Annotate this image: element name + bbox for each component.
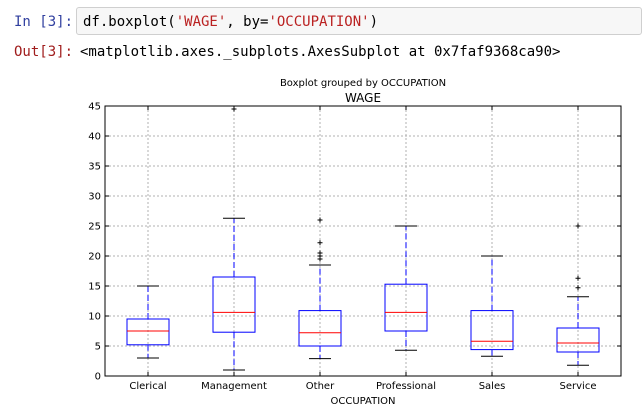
flier-service	[575, 275, 581, 281]
code-separator: , by=	[226, 14, 269, 30]
box-group	[126, 106, 600, 371]
y-tick-label: 30	[88, 192, 101, 203]
box-sales	[470, 310, 514, 351]
flier-other	[317, 240, 323, 246]
y-tick-label: 10	[88, 312, 101, 323]
x-tick-label-professional: Professional	[376, 381, 436, 392]
box-management	[212, 276, 256, 333]
y-axis-ticks: 0 5 10 15 20 25 30 35 40 45	[88, 102, 621, 383]
grid-lines	[105, 105, 621, 377]
y-tick-label: 5	[95, 342, 101, 353]
code-line: df.boxplot('WAGE', by='OCCUPATION')	[83, 12, 378, 32]
box-professional	[384, 283, 428, 332]
y-tick-label: 35	[88, 162, 101, 173]
input-prompt: In [3]:	[14, 14, 74, 30]
y-tick-label: 40	[88, 132, 101, 143]
code-suffix: )	[369, 14, 379, 30]
y-tick-label: 0	[95, 372, 101, 383]
flier-other	[317, 217, 323, 223]
chart-suptitle: Boxplot grouped by OCCUPATION	[280, 78, 446, 89]
code-arg-occupation: 'OCCUPATION'	[268, 14, 370, 30]
y-tick-label: 25	[88, 222, 101, 233]
code-arg-wage: 'WAGE'	[175, 14, 227, 30]
output-prompt: Out[3]:	[14, 44, 74, 60]
flier-service	[575, 223, 581, 229]
x-tick-label-sales: Sales	[479, 381, 506, 392]
x-tick-label-management: Management	[201, 381, 267, 392]
x-tick-label-clerical: Clerical	[129, 381, 166, 392]
box-clerical	[126, 318, 170, 346]
x-axis-ticks: Clerical Management Other Professional Sales…	[129, 106, 596, 392]
flier-service	[575, 285, 581, 291]
box-other	[298, 310, 342, 347]
boxplot-chart: Boxplot grouped by OCCUPATION WAGE 0 5 10 1…	[88, 78, 622, 407]
code-prefix: df.boxplot(	[83, 14, 176, 30]
box-service	[556, 327, 600, 353]
output-repr: <matplotlib.axes._subplots.AxesSubplot a…	[80, 44, 561, 60]
plot-frame	[104, 105, 622, 377]
x-tick-label-other: Other	[306, 381, 335, 392]
x-tick-label-service: Service	[560, 381, 597, 392]
y-tick-label: 20	[88, 252, 101, 263]
chart-title: WAGE	[345, 91, 381, 105]
y-tick-label: 45	[88, 102, 101, 113]
y-tick-label: 15	[88, 282, 101, 293]
flier-other	[317, 250, 323, 256]
x-axis-label: OCCUPATION	[330, 396, 395, 407]
code-editor[interactable]: df.boxplot('WAGE', by='OCCUPATION')	[76, 7, 642, 35]
